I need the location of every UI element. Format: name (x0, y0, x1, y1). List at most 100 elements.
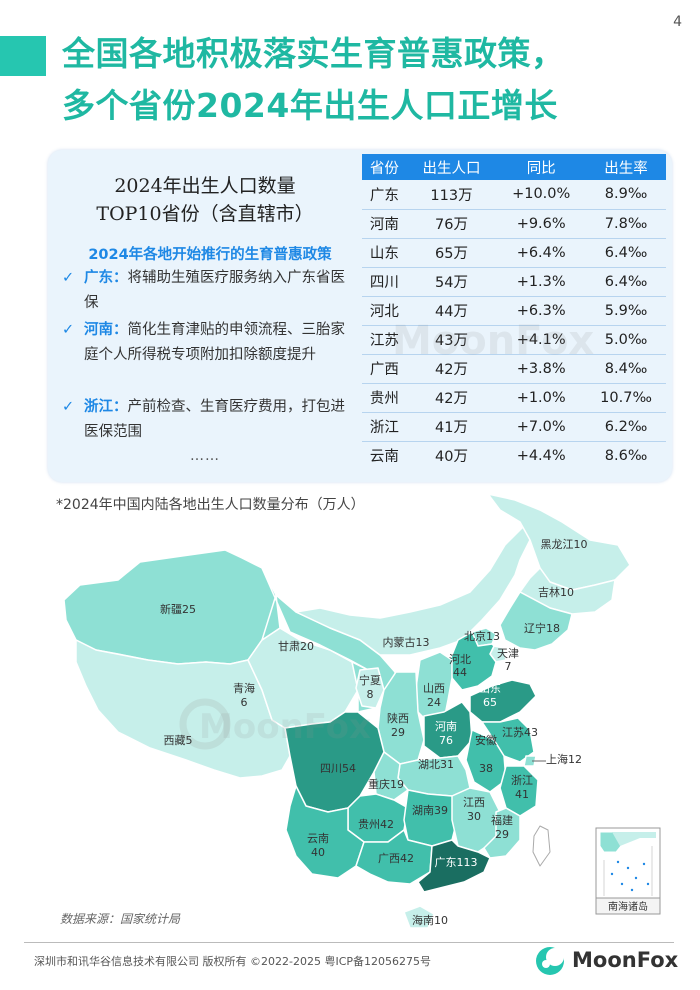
col-header-province: 省份 (362, 154, 407, 180)
check-icon: ✓ (62, 270, 75, 286)
table-row: 河南 76万 +9.6% 7.8‰ (362, 209, 666, 239)
south-sea-inset (595, 827, 661, 915)
col-header-yoy: 同比 (496, 154, 587, 180)
cell-yoy: +6.3% (496, 296, 587, 326)
cell-province: 山东 (362, 238, 407, 268)
region-zhejiang (499, 765, 539, 817)
cell-births: 65万 (406, 238, 497, 268)
cell-birth-rate: 6.4‰ (586, 267, 666, 297)
cell-yoy: +9.6% (496, 209, 587, 239)
policy-province: 浙江： (84, 399, 128, 415)
label-guangdong: 广东113 (435, 856, 478, 869)
label-sichuan: 四川54 (320, 762, 356, 775)
logo-text: MoonFox (572, 948, 679, 972)
label-shaanxi-name: 陕西 (387, 711, 409, 725)
region-guangdong (417, 839, 491, 893)
label-xizang: 西藏5 (164, 734, 193, 747)
label-yunnan-value: 40 (311, 846, 325, 859)
label-henan-name: 河南 (435, 720, 457, 733)
cell-yoy: +10.0% (496, 180, 587, 210)
cell-births: 40万 (435, 449, 468, 466)
label-xinjiang: 新疆25 (160, 602, 196, 616)
label-chongqing: 重庆19 (368, 777, 404, 791)
cell-birth-rate: 10.7‰ (586, 383, 666, 413)
table-row: 广东 113万 +10.0% 8.9‰ (362, 180, 666, 210)
check-icon: ✓ (62, 322, 75, 338)
label-henan-value: 76 (439, 734, 453, 747)
label-guangxi: 广西42 (378, 852, 414, 865)
title-accent-bar (0, 36, 46, 76)
watermark: MoonFox (392, 318, 595, 364)
label-jiangsu: 江苏43 (502, 726, 538, 739)
cell-province: 江苏 (362, 325, 407, 355)
cell-births: 113万 (406, 180, 497, 210)
cell-yoy: +4.4% (516, 447, 566, 464)
panel-heading: 2024年出生人口数量 TOP10省份（含直辖市） (70, 172, 340, 228)
page-title: 全国各地积极落实生育普惠政策， 多个省份2024年出生人口正增长 (62, 28, 682, 132)
title-line-1: 全国各地积极落实生育普惠政策， (62, 34, 565, 73)
label-jiangxi-value: 30 (467, 810, 481, 823)
cell-province: 广东 (362, 180, 407, 210)
cell-yoy: +7.0% (496, 412, 587, 442)
table-row: 广西 42万 +3.8% 8.4‰ (362, 354, 666, 384)
label-jilin: 吉林10 (538, 585, 574, 599)
policy-title: 2024年各地开始推行的生育普惠政策 (88, 247, 332, 263)
col-header-birth-rate: 出生率 (586, 154, 666, 180)
cell-births: 54万 (406, 267, 497, 297)
label-hainan: 海南10 (412, 913, 448, 927)
label-neimenggu: 内蒙古13 (383, 635, 430, 649)
table-row: 河北 44万 +6.3% 5.9‰ (362, 296, 666, 326)
label-beijing: 北京13 (464, 629, 500, 643)
label-ningxia-value: 8 (367, 688, 374, 701)
label-fujian-value: 29 (495, 828, 509, 841)
region-shanghai (523, 755, 537, 767)
policy-item: ✓ 浙江：产前检查、生育医疗费用，打包进医保范围 (62, 395, 352, 445)
cell-province: 河北 (362, 296, 407, 326)
label-yunnan-name: 云南 (307, 832, 329, 845)
table-row: 贵州 42万 +1.0% 10.7‰ (362, 383, 666, 413)
cell-birth-rate: 8.4‰ (586, 354, 666, 384)
page-number: 4 (673, 14, 682, 30)
map-watermark: MoonFox (199, 707, 371, 747)
label-heilongjiang: 黑龙江10 (541, 538, 588, 551)
label-hebei-value: 44 (453, 666, 467, 679)
policy-item: ✓ 广东：将辅助生殖医疗服务纳入广东省医保 (62, 266, 352, 316)
top10-table: 省份 出生人口 同比 出生率 广东 113万 +10.0% 8.9‰ 河南 76万 +9.… (362, 154, 666, 470)
table-row: 山东 65万 +6.4% 6.4‰ (362, 238, 666, 268)
label-south-sea: 南海诸岛 (608, 900, 648, 913)
cell-yoy: +6.4% (496, 238, 587, 268)
label-zhejiang-name: 浙江 (511, 774, 533, 787)
label-shanghai: 上海12 (546, 752, 582, 766)
cell-province: 广西 (362, 354, 407, 384)
region-xizang (75, 639, 291, 779)
policy-text: 产前检查、生育医疗费用，打包进医保范围 (84, 399, 345, 440)
region-fujian (483, 807, 521, 859)
map-caption: *2024年中国内陆各地出生人口数量分布（万人） (56, 497, 365, 513)
cell-province: 云南 (369, 449, 399, 466)
footer-divider (24, 942, 674, 943)
cell-province: 河南 (362, 209, 407, 239)
policy-text: 简化生育津贴的申领流程、三胎家庭个人所得税专项附加扣除额度提升 (84, 322, 345, 363)
cell-yoy: +4.1% (496, 325, 587, 355)
cell-yoy: +3.8% (496, 354, 587, 384)
label-shanxi-value: 24 (427, 696, 441, 709)
cell-yoy: +1.0% (496, 383, 587, 413)
label-tianjin-name: 天津 (497, 647, 519, 660)
label-guizhou: 贵州42 (358, 818, 394, 831)
label-shanxi-name: 山西 (423, 682, 445, 695)
label-qinghai-name: 青海 (233, 681, 255, 695)
policy-province: 河南： (84, 322, 128, 338)
cell-birth-rate: 6.2‰ (586, 412, 666, 442)
label-shandong-name: 山东 (479, 682, 501, 695)
region-liaoning (499, 591, 573, 651)
cell-birth-rate: 6.4‰ (586, 238, 666, 268)
region-anhui (465, 729, 507, 793)
moonfox-logo: MoonFox (534, 943, 684, 979)
label-tianjin-value: 7 (505, 660, 512, 673)
cell-province: 浙江 (362, 412, 407, 442)
table-row: 浙江 41万 +7.0% 6.2‰ (362, 412, 666, 442)
cell-births: 44万 (406, 296, 497, 326)
panel-heading-line-1: 2024年出生人口数量 (114, 175, 296, 197)
cell-province: 四川 (362, 267, 407, 297)
